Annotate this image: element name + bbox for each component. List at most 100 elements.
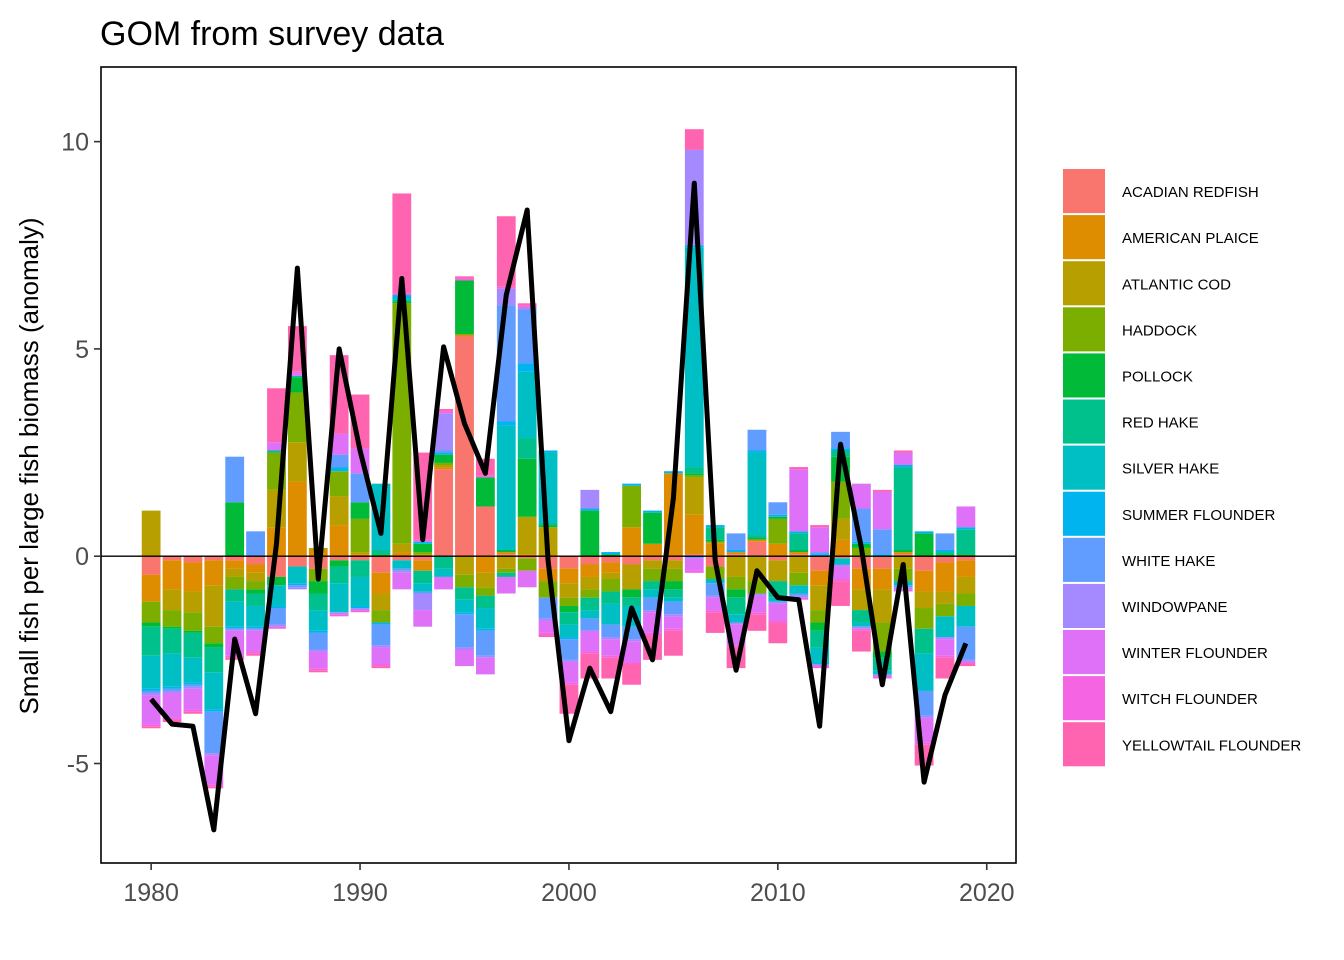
bar-summer-flounder-1999 bbox=[538, 450, 558, 453]
bar-summer-flounder-1983 bbox=[204, 709, 224, 712]
bar-red-hake-1982 bbox=[183, 632, 203, 658]
bar-pollock-1987 bbox=[287, 377, 307, 393]
bar-white-hake-1982 bbox=[183, 684, 203, 687]
bar-acadian-redfish-2019 bbox=[956, 556, 976, 561]
bar-silver-hake-2018 bbox=[935, 616, 955, 638]
bar-red-hake-1986 bbox=[267, 450, 286, 453]
bar-red-hake-2000 bbox=[559, 612, 579, 625]
bar-silver-hake-1983 bbox=[204, 672, 224, 710]
bar-windowpane-2013 bbox=[831, 564, 850, 567]
legend-key-american-plaice bbox=[1063, 215, 1105, 260]
bar-white-hake-2006 bbox=[684, 556, 704, 559]
bar-winter-flounder-2006 bbox=[684, 558, 704, 571]
bar-haddock-1997 bbox=[496, 568, 516, 573]
bar-silver-hake-2004 bbox=[643, 589, 662, 598]
bar-winter-flounder-1994 bbox=[434, 576, 453, 590]
bar-red-hake-1980 bbox=[141, 626, 161, 656]
bar-summer-flounder-2018 bbox=[935, 549, 955, 553]
bar-summer-flounder-1989 bbox=[329, 467, 349, 472]
bar-witch-flounder-1998 bbox=[517, 305, 537, 308]
bar-acadian-redfish-2012 bbox=[810, 556, 830, 571]
bar-windowpane-2017 bbox=[914, 715, 934, 718]
bar-atlantic-cod-1983 bbox=[204, 585, 224, 627]
bar-summer-flounder-1980 bbox=[141, 688, 161, 691]
bar-summer-flounder-2008 bbox=[726, 549, 746, 553]
bar-windowpane-2011 bbox=[789, 595, 809, 598]
bar-witch-flounder-1980 bbox=[141, 724, 161, 727]
bar-atlantic-cod-1997 bbox=[496, 556, 516, 569]
bar-windowpane-1984 bbox=[225, 628, 245, 631]
bar-yellowtail-flounder-1985 bbox=[246, 653, 265, 656]
bar-acadian-redfish-2001 bbox=[580, 556, 600, 565]
bar-yellowtail-flounder-2018 bbox=[935, 657, 955, 679]
bar-red-hake-2005 bbox=[664, 589, 683, 598]
bar-winter-flounder-1998 bbox=[517, 570, 537, 588]
bar-windowpane-2004 bbox=[643, 610, 662, 613]
bar-haddock-1993 bbox=[413, 552, 433, 555]
bar-witch-flounder-1982 bbox=[183, 709, 203, 712]
bar-yellowtail-flounder-2016 bbox=[893, 450, 913, 453]
bar-white-hake-1995 bbox=[455, 614, 474, 648]
bar-witch-flounder-2017 bbox=[914, 742, 934, 745]
bar-witch-flounder-1985 bbox=[246, 651, 265, 654]
bar-white-hake-1992 bbox=[392, 568, 412, 571]
bar-atlantic-cod-1982 bbox=[183, 591, 203, 613]
x-tick-label: 2010 bbox=[750, 879, 806, 907]
bar-american-plaice-2018 bbox=[935, 562, 955, 592]
bar-windowpane-1990 bbox=[350, 608, 370, 611]
bar-windowpane-2010 bbox=[768, 601, 788, 604]
bar-white-hake-2018 bbox=[935, 533, 955, 550]
bar-haddock-2000 bbox=[559, 597, 579, 606]
bar-witch-flounder-2010 bbox=[768, 620, 788, 623]
bar-witch-flounder-1999 bbox=[538, 632, 558, 635]
bar-american-plaice-2019 bbox=[956, 560, 976, 577]
bar-yellowtail-flounder-2006 bbox=[684, 129, 704, 150]
bar-pollock-1994 bbox=[434, 454, 453, 463]
bar-acadian-redfish-2004 bbox=[643, 556, 662, 561]
bar-american-plaice-2009 bbox=[747, 539, 767, 542]
legend-key-red-hake bbox=[1063, 399, 1105, 444]
bar-windowpane-1999 bbox=[538, 618, 558, 621]
bar-atlantic-cod-1987 bbox=[287, 442, 307, 482]
bar-acadian-redfish-2005 bbox=[664, 556, 683, 561]
bar-silver-hake-1981 bbox=[162, 653, 182, 687]
bar-witch-flounder-2008 bbox=[726, 645, 746, 648]
bar-american-plaice-1980 bbox=[141, 574, 161, 602]
bar-winter-flounder-1999 bbox=[538, 620, 558, 633]
bar-winter-flounder-1986 bbox=[267, 442, 286, 451]
bar-acadian-redfish-1998 bbox=[517, 556, 537, 559]
bar-atlantic-cod-2003 bbox=[622, 564, 642, 590]
chart-title: GOM from survey data bbox=[100, 15, 444, 53]
bar-red-hake-1981 bbox=[162, 628, 182, 654]
bar-windowpane-2005 bbox=[664, 614, 683, 617]
bar-american-plaice-1989 bbox=[329, 525, 349, 557]
bar-windowpane-1983 bbox=[204, 753, 224, 756]
bar-acadian-redfish-2018 bbox=[935, 556, 955, 563]
bar-silver-hake-1987 bbox=[287, 566, 307, 584]
bar-atlantic-cod-1989 bbox=[329, 496, 349, 526]
bar-summer-flounder-1990 bbox=[350, 605, 370, 609]
bar-haddock-2018 bbox=[935, 603, 955, 617]
bar-winter-flounder-2005 bbox=[664, 616, 683, 629]
bar-summer-flounder-2009 bbox=[747, 450, 767, 453]
bar-yellowtail-flounder-1983 bbox=[204, 786, 224, 789]
bar-acadian-redfish-1990 bbox=[350, 556, 370, 561]
bar-white-hake-2002 bbox=[601, 624, 621, 638]
bar-red-hake-2002 bbox=[601, 591, 621, 604]
bar-white-hake-1980 bbox=[141, 690, 161, 694]
bar-atlantic-cod-1984 bbox=[225, 568, 245, 577]
bar-acadian-redfish-2009 bbox=[747, 541, 767, 557]
bar-witch-flounder-1989 bbox=[329, 614, 349, 617]
bar-winter-flounder-1992 bbox=[392, 572, 412, 590]
bar-winter-flounder-1981 bbox=[162, 693, 182, 718]
bar-pollock-1980 bbox=[141, 622, 161, 627]
bar-american-plaice-1993 bbox=[413, 560, 433, 571]
bar-white-hake-1994 bbox=[434, 450, 453, 453]
bar-summer-flounder-1997 bbox=[496, 421, 516, 426]
bar-atlantic-cod-2015 bbox=[872, 589, 892, 623]
bar-yellowtail-flounder-2010 bbox=[768, 622, 788, 644]
bar-red-hake-2009 bbox=[747, 535, 767, 538]
bar-pollock-2008 bbox=[726, 589, 746, 598]
total-anomaly-line bbox=[149, 180, 969, 833]
bar-silver-hake-2011 bbox=[789, 585, 809, 594]
